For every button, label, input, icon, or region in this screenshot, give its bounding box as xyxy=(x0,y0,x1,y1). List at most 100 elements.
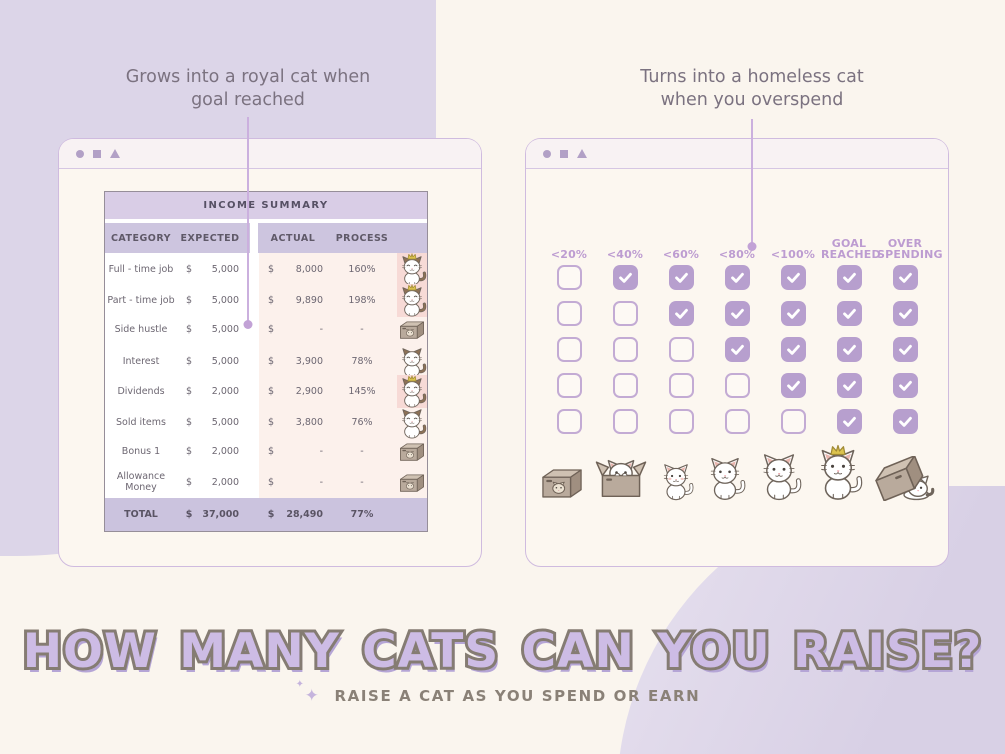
checked-checkbox[interactable] xyxy=(780,373,806,398)
window-circle-icon[interactable] xyxy=(76,149,84,158)
actual-currency-cell: $ xyxy=(267,386,275,398)
unchecked-checkbox[interactable] xyxy=(668,337,694,362)
unchecked-checkbox[interactable] xyxy=(780,409,806,434)
unchecked-checkbox[interactable] xyxy=(556,409,582,434)
checked-checkbox[interactable] xyxy=(612,265,638,290)
process-value-cell: - xyxy=(360,476,364,488)
unchecked-checkbox[interactable] xyxy=(612,409,638,434)
tracker-column-header: <20% xyxy=(550,248,588,262)
actual-value-cell: 8,000 xyxy=(295,264,323,275)
actual-value-cell: - xyxy=(319,446,323,458)
table-row: Allowance Money $2,000 $ - - xyxy=(105,467,427,498)
category-cell: Side hustle xyxy=(114,323,168,335)
expected-value-cell: 5,000 xyxy=(211,416,239,428)
actual-currency-cell: $ xyxy=(267,294,275,306)
medium-cat-icon xyxy=(756,449,802,501)
process-value-cell: - xyxy=(360,446,364,458)
annotation-pointer-right xyxy=(747,119,757,251)
checked-checkbox[interactable] xyxy=(668,301,694,326)
unchecked-checkbox[interactable] xyxy=(556,337,582,362)
expected-currency-cell: $ xyxy=(185,476,193,488)
checked-checkbox[interactable] xyxy=(780,301,806,326)
income-summary-table: INCOME SUMMARY CATEGORY EXPECTED ACTUAL … xyxy=(104,191,428,532)
window-square-icon[interactable] xyxy=(560,149,568,158)
income-summary-window: INCOME SUMMARY CATEGORY EXPECTED ACTUAL … xyxy=(58,138,482,567)
checked-checkbox[interactable] xyxy=(780,337,806,362)
unchecked-checkbox[interactable] xyxy=(556,265,582,290)
tracker-row xyxy=(541,265,933,291)
checked-checkbox[interactable] xyxy=(724,265,750,290)
annotation-left: Grows into a royal cat when goal reached xyxy=(125,67,371,111)
checked-checkbox[interactable] xyxy=(780,265,806,290)
category-cell: Dividends xyxy=(117,386,165,398)
pointer-dot-icon xyxy=(747,242,757,251)
open-box-cat-icon xyxy=(595,453,647,501)
kitten-icon xyxy=(658,460,694,501)
actual-value-cell: 9,890 xyxy=(295,294,323,306)
checked-checkbox[interactable] xyxy=(892,337,918,362)
window-circle-icon[interactable] xyxy=(543,149,551,158)
actual-value-cell: - xyxy=(319,323,323,335)
table-row: Bonus 1 $2,000 $ - - xyxy=(105,436,427,468)
sparkle-icon: ✦ ✦ xyxy=(295,679,321,706)
tracker-column-header: OVER SPENDING xyxy=(877,236,943,262)
category-cell: Bonus 1 xyxy=(121,446,161,458)
window-triangle-icon[interactable] xyxy=(577,149,587,158)
cat-growth-stages xyxy=(539,435,935,501)
checked-checkbox[interactable] xyxy=(724,301,750,326)
column-header-expected: EXPECTED xyxy=(180,232,240,244)
actual-value-cell: - xyxy=(319,476,323,488)
tracker-row xyxy=(541,409,933,435)
annotation-pointer-left xyxy=(243,117,253,329)
checked-checkbox[interactable] xyxy=(892,409,918,434)
expected-value-cell: 2,000 xyxy=(211,476,239,488)
unchecked-checkbox[interactable] xyxy=(556,373,582,398)
checked-checkbox[interactable] xyxy=(724,337,750,362)
box-icon xyxy=(397,314,427,345)
checked-checkbox[interactable] xyxy=(836,337,862,362)
checked-checkbox[interactable] xyxy=(836,373,862,398)
column-header-actual: ACTUAL xyxy=(270,232,316,244)
window-square-icon[interactable] xyxy=(93,149,101,158)
total-expected-value: 37,000 xyxy=(202,508,239,520)
expected-value-cell: 5,000 xyxy=(211,294,239,306)
total-actual-value: 28,490 xyxy=(286,508,323,520)
table-row: Full - time job $5,000 $8,000 160% xyxy=(105,253,427,286)
pointer-dot-icon xyxy=(243,320,253,329)
process-value-cell: 145% xyxy=(348,386,376,398)
unchecked-checkbox[interactable] xyxy=(612,337,638,362)
expected-currency-cell: $ xyxy=(185,446,193,458)
unchecked-checkbox[interactable] xyxy=(724,409,750,434)
checked-checkbox[interactable] xyxy=(892,265,918,290)
expected-currency-cell: $ xyxy=(185,386,193,398)
poster-subtitle-text: RAISE A CAT AS YOU SPEND OR EARN xyxy=(334,687,701,705)
table-row: Part - time job $5,000 $9,890 198% xyxy=(105,283,427,317)
tracker-header-row: <20% <40% <60% <80% <100% GOAL REACHED OVER SP… xyxy=(541,229,943,262)
unchecked-checkbox[interactable] xyxy=(724,373,750,398)
poster-title-outline: HOW MANY CATS CAN YOU RAISE? xyxy=(20,621,985,682)
checked-checkbox[interactable] xyxy=(892,301,918,326)
table-gap xyxy=(105,219,427,223)
unchecked-checkbox[interactable] xyxy=(556,301,582,326)
checked-checkbox[interactable] xyxy=(836,265,862,290)
checked-checkbox[interactable] xyxy=(892,373,918,398)
tracker-row xyxy=(541,301,933,327)
table-title: INCOME SUMMARY xyxy=(105,192,427,219)
category-cell: Sold items xyxy=(116,416,166,428)
checked-checkbox[interactable] xyxy=(836,301,862,326)
table-row: Dividends $2,000 $2,900 145% xyxy=(105,375,427,409)
homeless-cat-icon xyxy=(873,456,935,501)
checked-checkbox[interactable] xyxy=(836,409,862,434)
unchecked-checkbox[interactable] xyxy=(612,373,638,398)
checked-checkbox[interactable] xyxy=(668,265,694,290)
unchecked-checkbox[interactable] xyxy=(668,409,694,434)
unchecked-checkbox[interactable] xyxy=(612,301,638,326)
royal-cat-icon xyxy=(813,444,863,501)
unchecked-checkbox[interactable] xyxy=(668,373,694,398)
actual-currency-cell: $ xyxy=(267,416,275,428)
progress-tracker: <20% <40% <60% <80% <100% GOAL REACHED OVER SP… xyxy=(541,229,943,445)
poster-subtitle: ✦ ✦ RAISE A CAT AS YOU SPEND OR EARN xyxy=(0,679,1005,706)
window-triangle-icon[interactable] xyxy=(110,149,120,158)
tracker-row xyxy=(541,337,933,363)
actual-currency-cell: $ xyxy=(267,476,275,488)
